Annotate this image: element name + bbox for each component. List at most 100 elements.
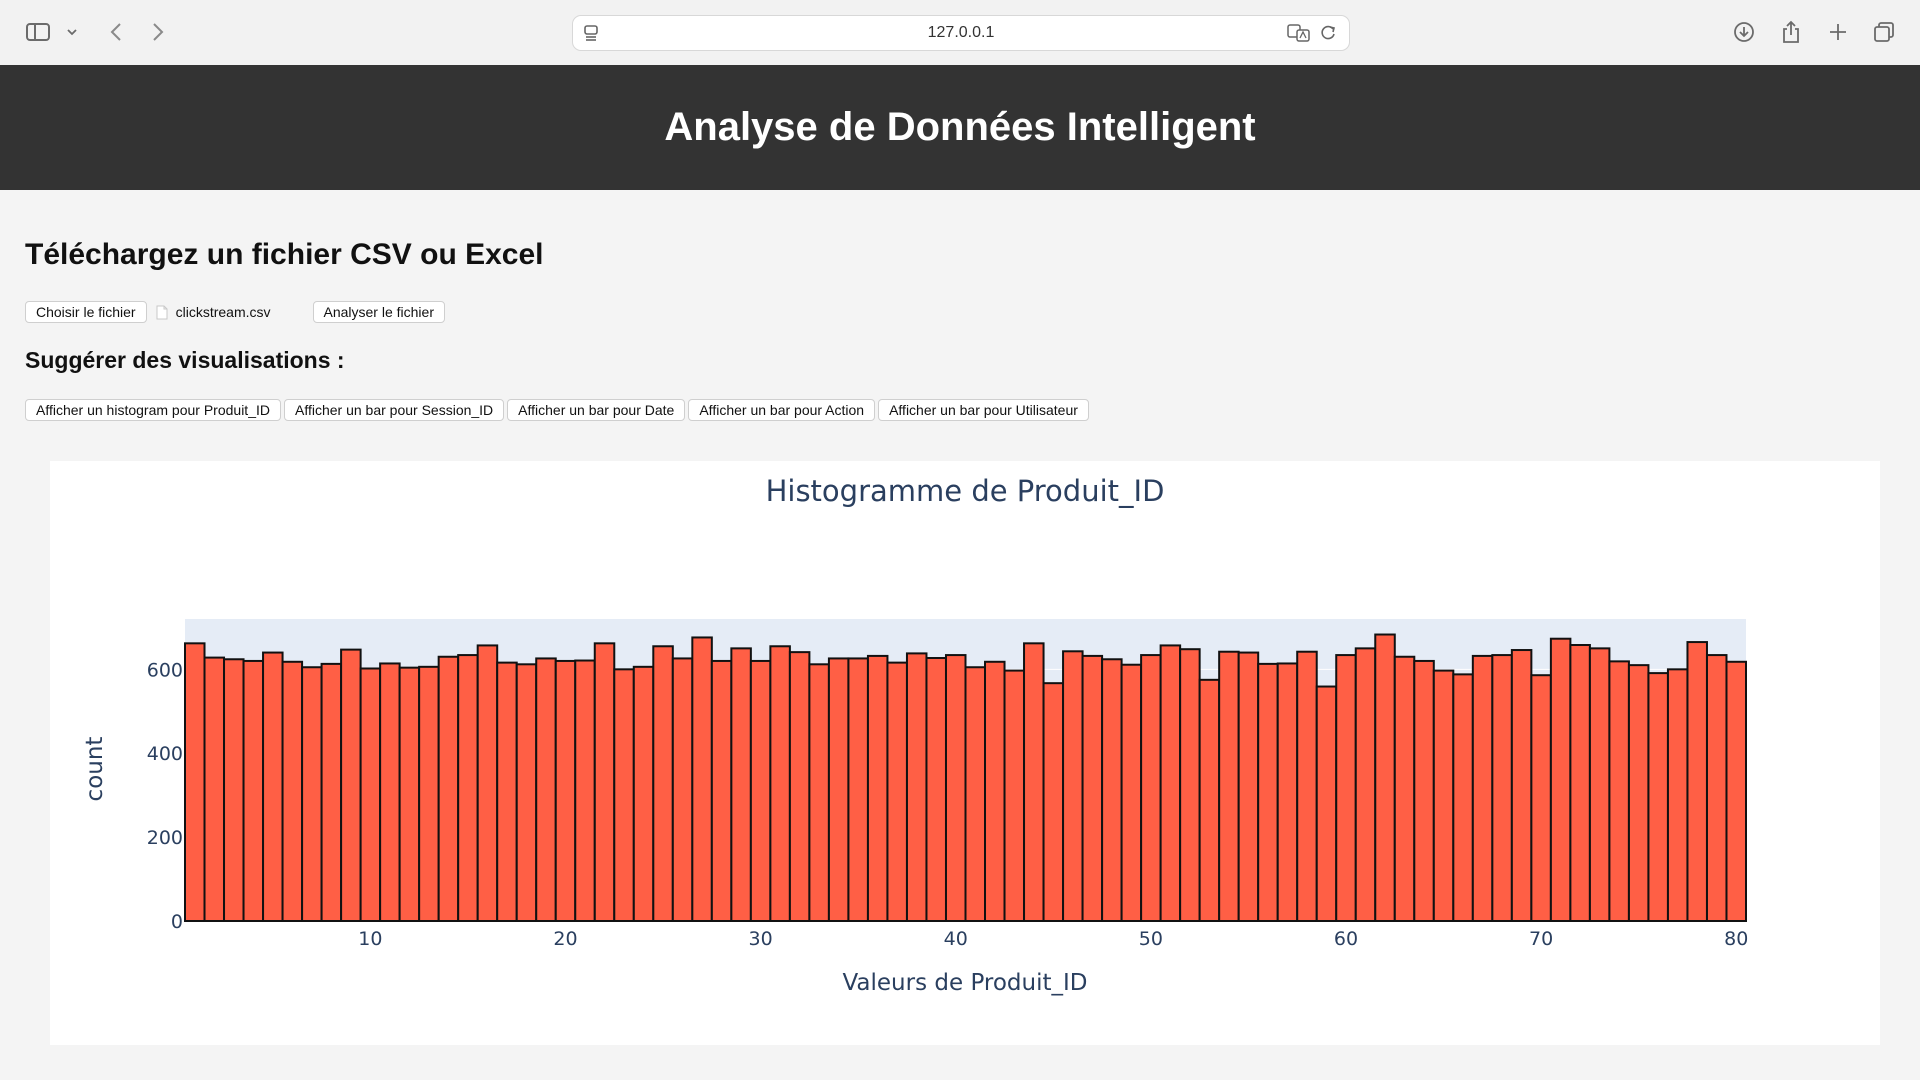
- histogram-bar-72[interactable]: [1569, 644, 1591, 922]
- histogram-bar-24[interactable]: [632, 665, 655, 922]
- choose-file-button[interactable]: Choisir le fichier: [25, 301, 147, 323]
- histogram-bar-21[interactable]: [574, 659, 596, 922]
- histogram-bar-45[interactable]: [1042, 682, 1065, 922]
- histogram-bar-35[interactable]: [847, 657, 869, 923]
- translate-icon[interactable]: [1287, 23, 1311, 48]
- histogram-bar-4[interactable]: [242, 659, 265, 922]
- histogram-bar-68[interactable]: [1491, 654, 1513, 922]
- histogram-bar-10[interactable]: [359, 667, 382, 922]
- histogram-bar-79[interactable]: [1705, 654, 1728, 922]
- histogram-bar-14[interactable]: [437, 655, 460, 922]
- histogram-bar-78[interactable]: [1686, 641, 1708, 922]
- histogram-bar-38[interactable]: [905, 652, 928, 922]
- new-tab-icon[interactable]: [1824, 18, 1852, 46]
- histogram-bar-47[interactable]: [1081, 654, 1104, 923]
- histogram-bar-63[interactable]: [1393, 655, 1416, 922]
- histogram-bar-40[interactable]: [944, 654, 967, 922]
- histogram-bar-11[interactable]: [379, 662, 401, 922]
- histogram-bar-57[interactable]: [1276, 662, 1299, 922]
- histogram-bar-23[interactable]: [613, 668, 635, 922]
- histogram-bar-25[interactable]: [652, 645, 674, 922]
- histogram-bar-61[interactable]: [1354, 647, 1377, 922]
- histogram-bar-59[interactable]: [1315, 685, 1338, 922]
- histogram-bar-36[interactable]: [866, 654, 889, 923]
- histogram-bar-51[interactable]: [1159, 644, 1182, 923]
- histogram-bar-69[interactable]: [1510, 649, 1533, 923]
- bar-utilisateur-button[interactable]: Afficher un bar pour Utilisateur: [878, 399, 1089, 421]
- histogram-bar-73[interactable]: [1588, 647, 1611, 922]
- histogram-bar-30[interactable]: [749, 659, 772, 922]
- histogram-bar-70[interactable]: [1530, 674, 1552, 922]
- bar-action-button[interactable]: Afficher un bar pour Action: [688, 399, 876, 421]
- histogram-bar-26[interactable]: [671, 657, 694, 923]
- histogram-bar-49[interactable]: [1120, 663, 1143, 922]
- histogram-produit-id-button[interactable]: Afficher un histogram pour Produit_ID: [25, 399, 281, 421]
- histogram-bar-3[interactable]: [223, 658, 245, 922]
- download-icon[interactable]: [1730, 18, 1758, 46]
- histogram-bar-71[interactable]: [1549, 637, 1572, 922]
- histogram-bar-54[interactable]: [1218, 650, 1240, 922]
- sidebar-toggle-icon[interactable]: [24, 18, 52, 46]
- histogram-bar-19[interactable]: [535, 657, 557, 923]
- histogram-bar-60[interactable]: [1335, 654, 1357, 922]
- histogram-bar-48[interactable]: [1101, 658, 1123, 922]
- histogram-bar-56[interactable]: [1257, 662, 1279, 922]
- histogram-bar-8[interactable]: [320, 662, 343, 922]
- share-icon[interactable]: [1777, 18, 1805, 46]
- histogram-chart[interactable]: Histogramme de Produit_ID 10 20 30 40 50 60 70…: [50, 461, 1880, 1045]
- histogram-bar-44[interactable]: [1023, 642, 1045, 922]
- histogram-bar-12[interactable]: [398, 666, 421, 922]
- histogram-bar-37[interactable]: [886, 661, 908, 922]
- histogram-bar-67[interactable]: [1471, 654, 1494, 923]
- histogram-bar-52[interactable]: [1179, 648, 1201, 922]
- histogram-bar-6[interactable]: [281, 660, 304, 923]
- histogram-bar-13[interactable]: [418, 665, 440, 922]
- histogram-bar-76[interactable]: [1647, 672, 1669, 922]
- histogram-bar-15[interactable]: [457, 654, 479, 922]
- histogram-bar-80[interactable]: [1725, 660, 1748, 923]
- forward-icon[interactable]: [146, 18, 170, 46]
- histogram-bar-53[interactable]: [1198, 678, 1221, 922]
- histogram-bar-34[interactable]: [827, 657, 850, 923]
- histogram-bar-1[interactable]: [184, 642, 206, 922]
- histogram-bar-16[interactable]: [476, 644, 499, 923]
- histogram-bar-17[interactable]: [496, 661, 518, 922]
- histogram-bar-65[interactable]: [1432, 669, 1455, 922]
- address-bar[interactable]: 127.0.0.1: [572, 15, 1350, 51]
- bar-date-button[interactable]: Afficher un bar pour Date: [507, 399, 686, 421]
- histogram-bar-50[interactable]: [1140, 654, 1162, 922]
- histogram-bar-64[interactable]: [1413, 659, 1435, 922]
- histogram-bar-22[interactable]: [593, 642, 616, 922]
- back-icon[interactable]: [104, 18, 128, 46]
- histogram-bar-32[interactable]: [788, 651, 811, 922]
- histogram-bar-66[interactable]: [1452, 673, 1474, 922]
- histogram-bar-9[interactable]: [340, 648, 362, 922]
- histogram-bar-28[interactable]: [710, 659, 733, 922]
- histogram-bar-75[interactable]: [1627, 664, 1650, 922]
- reload-icon[interactable]: [1319, 23, 1337, 48]
- analyze-button[interactable]: Analyser le fichier: [312, 301, 445, 323]
- histogram-bar-62[interactable]: [1374, 633, 1396, 922]
- histogram-bar-42[interactable]: [984, 660, 1006, 923]
- page-menu-icon[interactable]: [583, 24, 599, 47]
- histogram-bar-18[interactable]: [515, 663, 538, 923]
- histogram-bar-2[interactable]: [203, 656, 226, 922]
- histogram-bar-41[interactable]: [964, 666, 987, 922]
- histogram-bar-20[interactable]: [554, 659, 577, 922]
- bar-session-id-button[interactable]: Afficher un bar pour Session_ID: [283, 399, 505, 421]
- histogram-bar-77[interactable]: [1666, 668, 1689, 922]
- histogram-bar-55[interactable]: [1237, 651, 1260, 923]
- histogram-bar-33[interactable]: [808, 663, 830, 923]
- histogram-bar-39[interactable]: [925, 657, 947, 922]
- histogram-bar-29[interactable]: [730, 647, 752, 922]
- histogram-bar-5[interactable]: [262, 651, 284, 923]
- tab-overview-icon[interactable]: [1870, 18, 1898, 46]
- histogram-bar-7[interactable]: [301, 666, 323, 922]
- histogram-bar-31[interactable]: [769, 645, 791, 922]
- histogram-bar-74[interactable]: [1608, 660, 1630, 922]
- histogram-bar-58[interactable]: [1296, 650, 1318, 922]
- histogram-bar-43[interactable]: [1003, 669, 1026, 922]
- histogram-bar-46[interactable]: [1062, 650, 1084, 923]
- histogram-bar-27[interactable]: [691, 636, 713, 922]
- chevron-down-icon[interactable]: [64, 18, 80, 46]
